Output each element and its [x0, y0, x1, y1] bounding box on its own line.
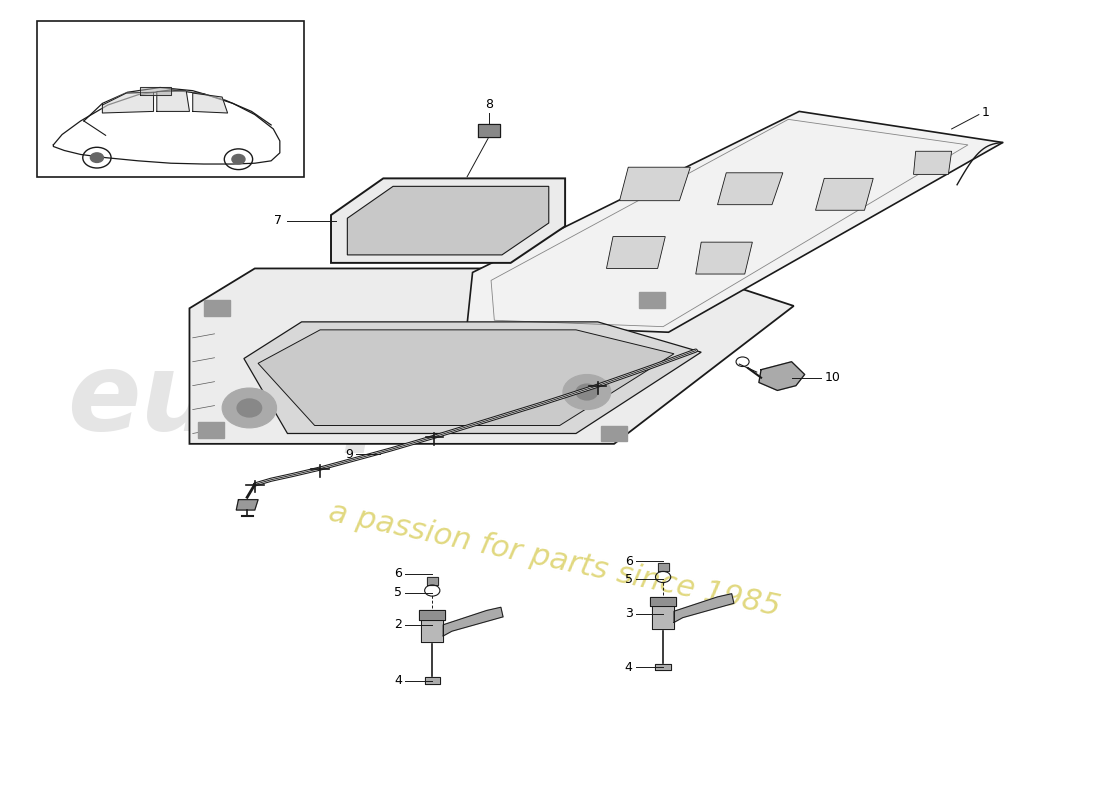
Polygon shape — [244, 322, 701, 434]
Polygon shape — [236, 500, 258, 510]
Polygon shape — [696, 242, 752, 274]
Polygon shape — [425, 678, 440, 684]
Polygon shape — [759, 362, 804, 390]
Bar — [37, 22, 304, 177]
Circle shape — [222, 388, 276, 428]
Polygon shape — [141, 87, 170, 95]
Polygon shape — [650, 597, 676, 606]
Polygon shape — [189, 269, 794, 444]
Text: 2: 2 — [394, 618, 402, 631]
Polygon shape — [348, 186, 549, 255]
Text: europes: europes — [67, 347, 562, 453]
Circle shape — [576, 384, 597, 400]
Polygon shape — [606, 237, 666, 269]
Polygon shape — [419, 610, 446, 620]
Polygon shape — [656, 664, 671, 670]
Text: 4: 4 — [625, 661, 632, 674]
Text: 8: 8 — [485, 98, 493, 110]
Polygon shape — [601, 426, 627, 442]
Polygon shape — [478, 124, 499, 137]
Polygon shape — [639, 292, 665, 308]
Polygon shape — [443, 607, 503, 636]
Text: 5: 5 — [625, 573, 632, 586]
Circle shape — [232, 154, 245, 164]
Text: 3: 3 — [625, 607, 632, 620]
Polygon shape — [258, 330, 674, 426]
Polygon shape — [717, 173, 783, 205]
Polygon shape — [815, 178, 873, 210]
Text: 6: 6 — [394, 567, 402, 580]
Circle shape — [238, 399, 262, 417]
Text: 1: 1 — [982, 106, 990, 119]
Text: a passion for parts since 1985: a passion for parts since 1985 — [326, 498, 783, 622]
Text: 4: 4 — [394, 674, 402, 687]
Polygon shape — [674, 594, 734, 622]
Text: 7: 7 — [274, 214, 282, 227]
Text: 10: 10 — [824, 371, 840, 384]
Polygon shape — [102, 92, 154, 113]
Circle shape — [563, 374, 611, 410]
Polygon shape — [913, 151, 952, 174]
Polygon shape — [421, 620, 443, 642]
Polygon shape — [192, 93, 228, 113]
Polygon shape — [331, 178, 565, 263]
Circle shape — [90, 153, 103, 162]
Polygon shape — [652, 606, 674, 629]
Polygon shape — [427, 577, 438, 585]
Text: 6: 6 — [625, 554, 632, 567]
Polygon shape — [198, 422, 224, 438]
Text: 9: 9 — [345, 448, 353, 461]
Text: 5: 5 — [394, 586, 402, 599]
Polygon shape — [619, 167, 691, 201]
Polygon shape — [157, 90, 189, 111]
Polygon shape — [204, 300, 230, 316]
Polygon shape — [468, 111, 1003, 332]
Polygon shape — [658, 563, 669, 571]
